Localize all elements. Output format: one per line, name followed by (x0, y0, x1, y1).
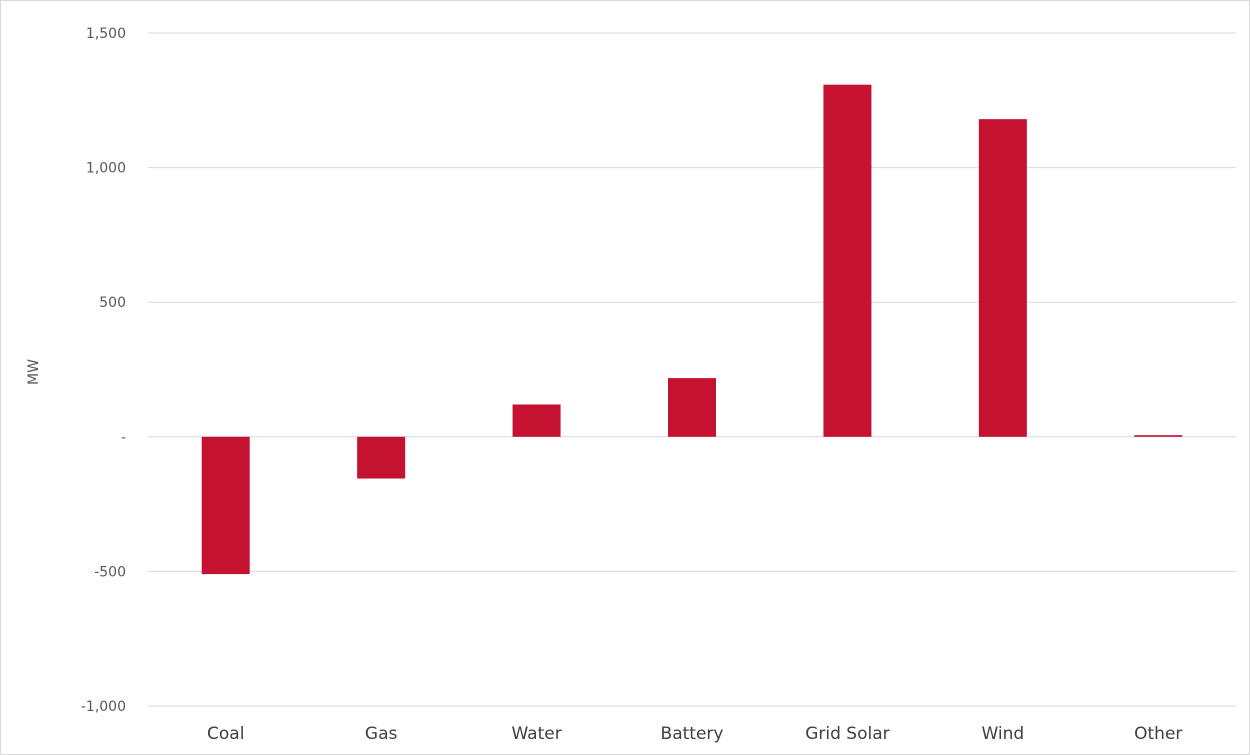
bar-gas (357, 436, 406, 479)
bar-water (512, 404, 561, 437)
y-axis-ticks: 1,500 1,000 500 - -500 -1,000 (81, 26, 126, 715)
gridlines (148, 32, 1236, 707)
y-tick-label: 500 (99, 295, 126, 311)
x-category-label: Grid Solar (805, 724, 889, 744)
x-axis-labels: Coal Gas Water Battery Grid Solar Wind Other (207, 724, 1182, 744)
x-category-label: Gas (365, 724, 398, 744)
x-category-label: Water (511, 724, 561, 744)
y-tick-label: -500 (94, 564, 126, 580)
bar-other (1134, 435, 1183, 437)
x-category-label: Battery (661, 724, 724, 744)
bar-battery (668, 378, 716, 437)
y-tick-label: -1,000 (81, 699, 126, 715)
x-category-label: Other (1134, 724, 1182, 744)
y-tick-label: 1,500 (86, 26, 126, 42)
bar-wind (978, 119, 1027, 437)
x-category-label: Wind (981, 724, 1024, 744)
x-category-label: Coal (207, 724, 244, 744)
y-tick-label: - (121, 430, 126, 446)
y-axis-title: MW (26, 359, 42, 385)
bar-grid-solar (823, 84, 872, 437)
y-tick-label: 1,000 (86, 161, 126, 177)
bars (201, 84, 1183, 575)
bar-coal (201, 436, 250, 575)
